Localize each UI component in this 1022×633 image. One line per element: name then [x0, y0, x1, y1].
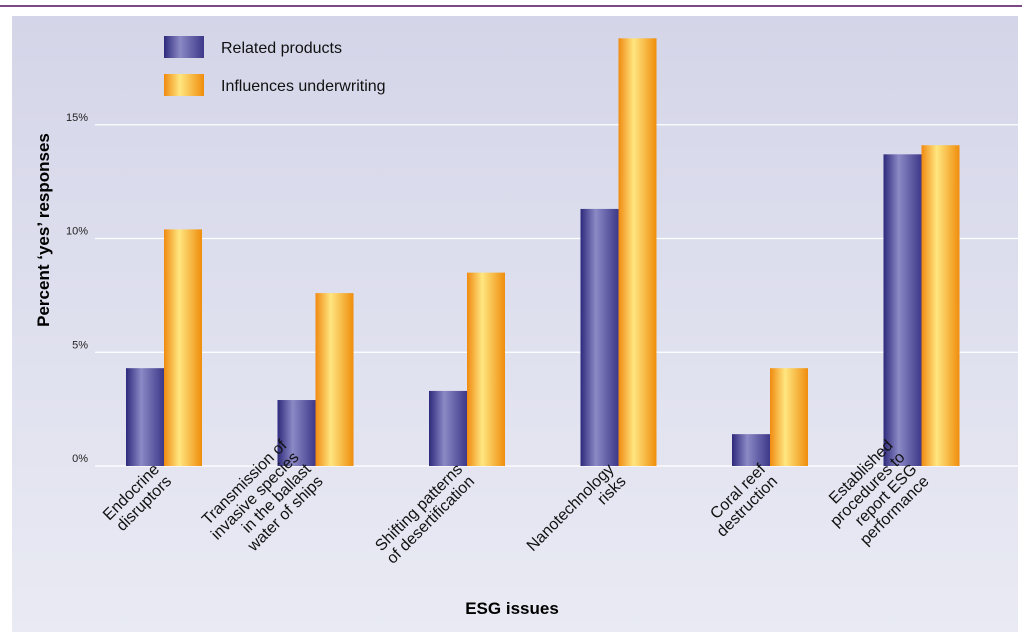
- y-axis-title: Percent ‘yes’ responses: [34, 133, 53, 327]
- legend-label-1: Influences underwriting: [221, 78, 386, 95]
- y-tick-labels: 0% 5% 10% 15%: [66, 112, 88, 465]
- legend-label-0: Related products: [221, 40, 342, 57]
- y-tick-label: 0%: [72, 453, 88, 465]
- top-rule: [0, 5, 1022, 7]
- bar-related-products-1: [277, 400, 316, 466]
- y-tick-label: 10%: [66, 226, 88, 238]
- category-label-line: Nanotechnology: [524, 461, 618, 555]
- bar-related-products-0: [126, 368, 164, 466]
- bar-related-products-5: [883, 154, 922, 466]
- y-tick-label: 5%: [72, 339, 88, 351]
- bar-related-products-2: [429, 390, 467, 466]
- legend-swatch-0: [164, 36, 204, 58]
- legend: Related products Influences underwriting: [164, 36, 386, 96]
- x-axis-title: ESG issues: [465, 599, 559, 618]
- bar-influences-underwriting-3: [618, 38, 657, 467]
- bar-influences-underwriting-4: [770, 368, 808, 466]
- bar-related-products-3: [580, 208, 619, 467]
- gridlines: [95, 124, 1018, 467]
- bar-influences-underwriting-1: [315, 293, 354, 466]
- bar-influences-underwriting-0: [164, 229, 202, 466]
- legend-swatch-1: [164, 74, 204, 96]
- y-tick-label: 15%: [66, 112, 88, 124]
- bar-influences-underwriting-5: [921, 145, 960, 466]
- bars: [126, 38, 960, 467]
- bar-related-products-4: [732, 434, 770, 466]
- bar-influences-underwriting-2: [467, 272, 505, 466]
